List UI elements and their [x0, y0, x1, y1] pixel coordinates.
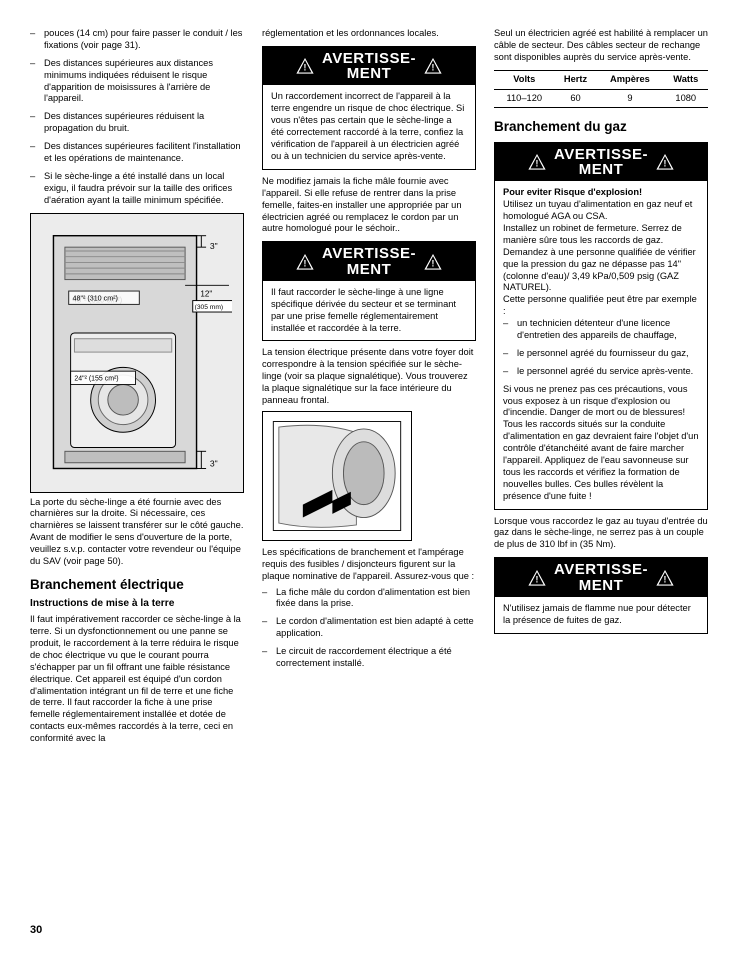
warning-box-gas-explosion: ! AVERTISSE-MENT ! Pour eviter Risque d'… — [494, 142, 708, 510]
th-amps: Ampères — [596, 70, 663, 89]
warning-box-line: ! AVERTISSE-MENT ! Il faut raccorder le … — [262, 241, 476, 341]
col1-bullets-top: pouces (14 cm) pour faire passer le cond… — [30, 28, 244, 207]
list-item: un technicien détenteur d'une licence d'… — [503, 318, 699, 342]
dryer-door-illustration — [267, 416, 407, 536]
fig-label-top: 3" — [209, 242, 217, 252]
svg-text:24"² (155 cm²): 24"² (155 cm²) — [74, 376, 118, 383]
col-2: réglementation et les ordonnances locale… — [262, 28, 476, 749]
list-item: Le cordon d'alimentation est bien adapté… — [262, 616, 476, 640]
list-item: Des distances supérieures aux distances … — [30, 58, 244, 106]
svg-text:(305 mm): (305 mm) — [194, 305, 222, 312]
svg-text:!: ! — [536, 158, 539, 168]
dryer-enclosure-illustration: 3" 48"² (310 cm²) 48"² (310 cm²) 12" (30… — [42, 227, 233, 477]
td-hertz: 60 — [555, 89, 597, 108]
list-item: le personnel agréé du service après-vent… — [503, 366, 699, 378]
list-item: Si le sèche-linge a été installé dans un… — [30, 171, 244, 207]
svg-text:!: ! — [432, 258, 435, 268]
col2-mid: Ne modifiez jamais la fiche mâle fournie… — [262, 176, 476, 235]
list-item: Des distances supérieures facilitent l'i… — [30, 141, 244, 165]
page: pouces (14 cm) pour faire passer le cond… — [0, 0, 738, 954]
col2-voltage-para: La tension électrique présente dans votr… — [262, 347, 476, 406]
electrical-spec-table: Volts Hertz Ampères Watts 110–120 60 9 1… — [494, 70, 708, 109]
th-watts: Watts — [664, 70, 708, 89]
heading-electrical: Branchement électrique — [30, 576, 244, 593]
warning-title: AVERTISSE-MENT — [554, 147, 648, 178]
table-row: 110–120 60 9 1080 — [494, 89, 708, 108]
warning-body: N'utilisez jamais de flamme nue pour dét… — [495, 597, 707, 633]
rating-plate-figure — [262, 411, 412, 541]
heading-grounding: Instructions de mise à la terre — [30, 597, 244, 610]
list-item: pouces (14 cm) pour faire passer le cond… — [30, 28, 244, 52]
svg-text:3": 3" — [209, 459, 217, 469]
columns: pouces (14 cm) pour faire passer le cond… — [30, 28, 708, 749]
warning-header: ! AVERTISSE-MENT ! — [263, 47, 475, 86]
warning-body: Pour eviter Risque d'explosion! Utilisez… — [495, 181, 707, 508]
col2-top: réglementation et les ordonnances locale… — [262, 28, 476, 40]
warning-title: AVERTISSE-MENT — [322, 51, 416, 82]
page-number: 30 — [30, 924, 42, 936]
warning-header: ! AVERTISSE-MENT ! — [495, 558, 707, 597]
th-volts: Volts — [494, 70, 555, 89]
col-1: pouces (14 cm) pour faire passer le cond… — [30, 28, 244, 749]
svg-text:12": 12" — [200, 290, 212, 299]
svg-text:48"² (310 cm²): 48"² (310 cm²) — [72, 295, 117, 303]
col1-grounding-para: Il faut impérativement raccorder ce sèch… — [30, 614, 244, 745]
td-amps: 9 — [596, 89, 663, 108]
warning-box-gas-flame: ! AVERTISSE-MENT ! N'utilisez jamais de … — [494, 557, 708, 633]
heading-gas: Branchement du gaz — [494, 118, 708, 135]
warning-header: ! AVERTISSE-MENT ! — [263, 242, 475, 281]
warning-icon: ! — [656, 570, 674, 586]
col3-top: Seul un électricien agréé est habilité à… — [494, 28, 708, 64]
svg-text:!: ! — [304, 63, 307, 73]
td-volts: 110–120 — [494, 89, 555, 108]
warning-title: AVERTISSE-MENT — [322, 246, 416, 277]
warning-body: Il faut raccorder le sèche-linge à une l… — [263, 281, 475, 341]
warning-icon: ! — [528, 154, 546, 170]
th-hertz: Hertz — [555, 70, 597, 89]
warning-icon: ! — [528, 570, 546, 586]
warning-header: ! AVERTISSE-MENT ! — [495, 143, 707, 182]
installation-clearance-figure: 3" 48"² (310 cm²) 48"² (310 cm²) 12" (30… — [30, 213, 244, 493]
col1-after-figure: La porte du sèche-linge a été fournie av… — [30, 497, 244, 568]
warning-icon: ! — [296, 254, 314, 270]
list-item: le personnel agréé du fournisseur du gaz… — [503, 348, 699, 360]
td-watts: 1080 — [664, 89, 708, 108]
warning-body: Un raccordement incorrect de l'appareil … — [263, 85, 475, 168]
col-3: Seul un électricien agréé est habilité à… — [494, 28, 708, 749]
svg-text:!: ! — [536, 574, 539, 584]
list-item: Des distances supérieures réduisent la p… — [30, 111, 244, 135]
warning-icon: ! — [656, 154, 674, 170]
svg-text:!: ! — [664, 574, 667, 584]
warning-icon: ! — [424, 254, 442, 270]
warn-subtitle: Pour eviter Risque d'explosion! — [503, 187, 642, 197]
warning-title: AVERTISSE-MENT — [554, 562, 648, 593]
svg-text:!: ! — [304, 258, 307, 268]
list-item: La fiche mâle du cordon d'alimentation e… — [262, 587, 476, 611]
warning-icon: ! — [296, 58, 314, 74]
warn-bullets: un technicien détenteur d'une licence d'… — [503, 318, 699, 378]
col2-spec-para: Les spécifications de branchement et l'a… — [262, 547, 476, 583]
col3-mid: Lorsque vous raccordez le gaz au tuyau d… — [494, 516, 708, 552]
warn-body-text2: Si vous ne prenez pas ces précautions, v… — [503, 384, 699, 503]
warning-box-ground: ! AVERTISSE-MENT ! Un raccordement incor… — [262, 46, 476, 170]
svg-text:!: ! — [432, 63, 435, 73]
list-item: Le circuit de raccordement électrique a … — [262, 646, 476, 670]
col2-bullets: La fiche mâle du cordon d'alimentation e… — [262, 587, 476, 670]
warn-body-text: Utilisez un tuyau d'alimentation en gaz … — [503, 199, 699, 318]
svg-text:!: ! — [664, 158, 667, 168]
warning-icon: ! — [424, 58, 442, 74]
